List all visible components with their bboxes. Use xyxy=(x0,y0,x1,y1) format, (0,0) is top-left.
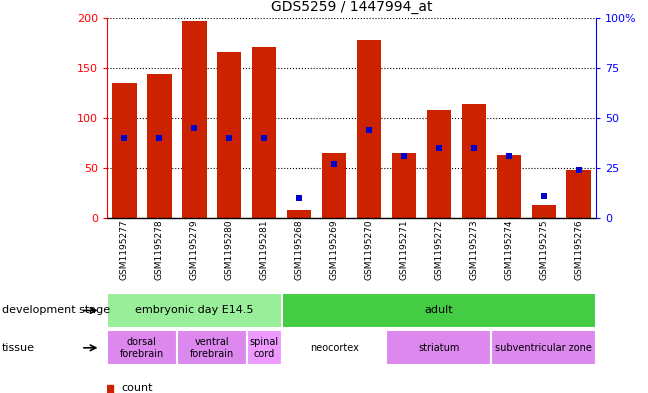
Bar xyxy=(531,205,556,218)
Bar xyxy=(147,74,172,218)
Point xyxy=(538,193,549,199)
Text: striatum: striatum xyxy=(418,343,459,353)
Text: spinal
cord: spinal cord xyxy=(249,337,279,358)
Bar xyxy=(107,330,177,365)
Text: ventral
forebrain: ventral forebrain xyxy=(190,337,234,358)
Text: dorsal
forebrain: dorsal forebrain xyxy=(120,337,164,358)
Bar xyxy=(496,155,521,218)
Bar xyxy=(322,153,346,218)
Text: count: count xyxy=(122,383,153,393)
Bar xyxy=(386,330,491,365)
Point xyxy=(154,135,165,141)
Bar xyxy=(217,52,242,218)
Point xyxy=(119,135,130,141)
Bar xyxy=(177,330,247,365)
Bar xyxy=(112,83,137,218)
Point xyxy=(573,167,584,173)
Bar xyxy=(252,47,277,218)
Point xyxy=(364,127,374,133)
Bar xyxy=(357,40,381,218)
Point xyxy=(294,195,305,201)
Bar xyxy=(461,104,486,218)
Bar xyxy=(182,21,207,218)
Text: subventricular zone: subventricular zone xyxy=(495,343,592,353)
Bar xyxy=(566,170,591,218)
Point xyxy=(503,153,514,159)
Bar xyxy=(282,293,596,328)
Bar xyxy=(247,330,282,365)
Bar xyxy=(287,210,311,218)
Text: development stage: development stage xyxy=(2,305,110,316)
Bar xyxy=(491,330,596,365)
Title: GDS5259 / 1447994_at: GDS5259 / 1447994_at xyxy=(271,0,432,14)
Bar xyxy=(107,385,113,393)
Point xyxy=(189,125,200,131)
Bar xyxy=(282,330,386,365)
Point xyxy=(224,135,235,141)
Point xyxy=(329,161,340,167)
Text: tissue: tissue xyxy=(2,343,35,353)
Text: embryonic day E14.5: embryonic day E14.5 xyxy=(135,305,253,316)
Point xyxy=(434,145,444,151)
Point xyxy=(259,135,270,141)
Bar xyxy=(426,110,451,218)
Point xyxy=(469,145,479,151)
Text: adult: adult xyxy=(424,305,453,316)
Bar xyxy=(392,153,416,218)
Bar xyxy=(107,293,282,328)
Text: neocortex: neocortex xyxy=(310,343,358,353)
Point xyxy=(399,153,409,159)
